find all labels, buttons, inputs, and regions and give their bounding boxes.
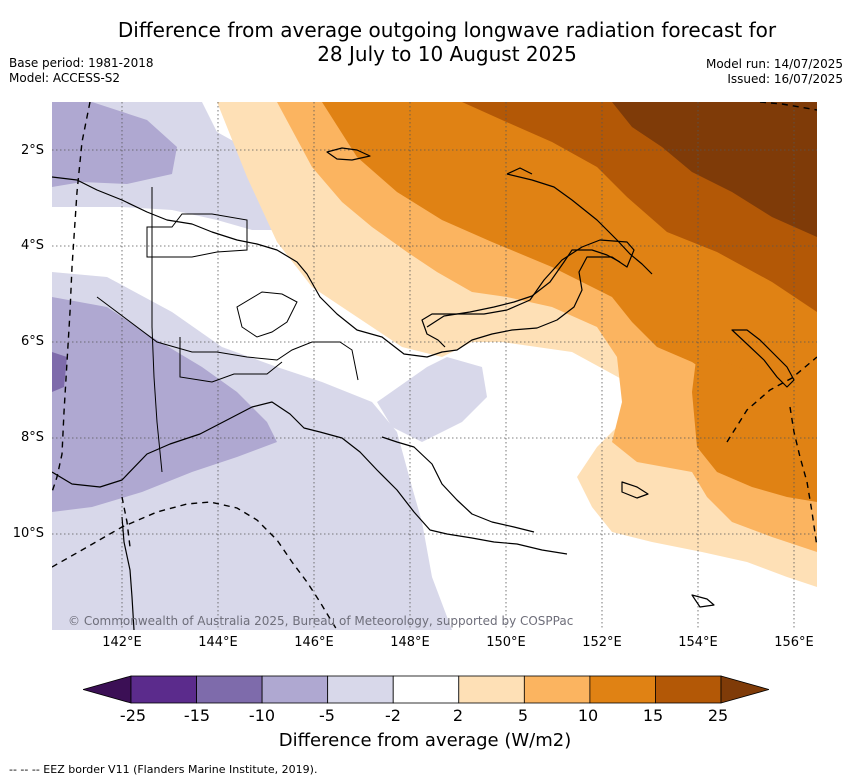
lat-tick-6s: 6°S bbox=[20, 334, 44, 349]
region-plus25 bbox=[612, 102, 817, 237]
run-info: Model run: 14/07/2025 Issued: 16/07/2025 bbox=[706, 57, 843, 87]
eez-legend-note: -- -- -- EEZ border V11 (Flanders Marine… bbox=[9, 763, 318, 776]
model-name: Model: ACCESS-S2 bbox=[9, 71, 121, 85]
southeast-peninsula bbox=[381, 436, 535, 533]
map-title: Difference from average outgoing longwav… bbox=[0, 18, 850, 66]
region-minus10-southwest bbox=[52, 297, 277, 512]
model-run-date: Model run: 14/07/2025 bbox=[705, 57, 843, 71]
colorbar-label-10: 10 bbox=[577, 706, 599, 725]
colorbar-swatch bbox=[458, 675, 525, 704]
lon-tick-152e: 152°E bbox=[582, 635, 622, 650]
new-guinea-south-coast bbox=[52, 401, 568, 555]
eez-borders bbox=[52, 102, 817, 630]
colorbar-arrow-high bbox=[720, 675, 771, 704]
colorbar-swatch bbox=[261, 675, 329, 704]
colorbar-label-minus25: -25 bbox=[119, 706, 147, 725]
manus-island bbox=[326, 147, 371, 161]
lat-tick-10s: 10°S bbox=[12, 526, 44, 541]
new-guinea-coast bbox=[52, 176, 635, 358]
coastlines bbox=[52, 147, 795, 630]
copyright-notice: © Commonwealth of Australia 2025, Bureau… bbox=[68, 614, 574, 628]
colorbar-label-25: 25 bbox=[707, 706, 729, 725]
colorbar-swatch bbox=[523, 675, 591, 704]
new-ireland-north bbox=[506, 167, 533, 175]
title-line-1: Difference from average outgoing longwav… bbox=[117, 18, 777, 42]
colorbar-label-minus2: -2 bbox=[385, 706, 401, 725]
lon-tick-146e: 146°E bbox=[294, 635, 334, 650]
colorbar-svg bbox=[81, 675, 771, 704]
colorbar-label-minus10: -10 bbox=[248, 706, 276, 725]
title-line-2: 28 July to 10 August 2025 bbox=[317, 42, 577, 66]
new-ireland-coast bbox=[506, 173, 653, 275]
new-britain-coast bbox=[426, 249, 621, 328]
lon-tick-156e: 156°E bbox=[774, 635, 814, 650]
lon-tick-142e: 142°E bbox=[102, 635, 142, 650]
colorbar-title: Difference from average (W/m2) bbox=[278, 730, 572, 751]
lon-tick-154e: 154°E bbox=[678, 635, 718, 650]
colorbar-label-5: 5 bbox=[517, 706, 529, 725]
lon-gridlines bbox=[121, 102, 795, 630]
torres-strait-coast bbox=[121, 516, 135, 630]
border-lines bbox=[96, 187, 359, 473]
eez-border-northeast bbox=[759, 102, 817, 111]
colorbar-swatch bbox=[130, 675, 197, 704]
indonesia-png-border bbox=[151, 187, 163, 473]
region-minus15-west bbox=[52, 352, 67, 392]
colorbar-label-minus15: -15 bbox=[183, 706, 211, 725]
lat-tick-2s: 2°S bbox=[20, 143, 44, 158]
issued-date: Issued: 16/07/2025 bbox=[727, 72, 843, 86]
region-minus10-northwest bbox=[52, 102, 177, 187]
eez-border-southwest-inner bbox=[121, 496, 131, 548]
lat-tick-4s: 4°S bbox=[20, 238, 44, 253]
colorbar-arrow-low bbox=[81, 675, 132, 704]
eez-border-east bbox=[789, 406, 817, 548]
colorbar-label-2: 2 bbox=[452, 706, 464, 725]
colorbar-swatch bbox=[655, 675, 722, 704]
eez-border-west bbox=[52, 102, 91, 493]
lon-tick-144e: 144°E bbox=[198, 635, 238, 650]
province-border-3 bbox=[179, 337, 283, 383]
region-minus5-central bbox=[377, 357, 487, 442]
eez-border-south bbox=[52, 501, 338, 630]
lat-tick-8s: 8°S bbox=[20, 430, 44, 445]
base-period: Base period: 1981-2018 bbox=[9, 56, 154, 70]
louisiade-islands bbox=[691, 594, 715, 608]
colorbar-swatch bbox=[589, 675, 656, 704]
province-border-1 bbox=[146, 213, 248, 258]
colorbar-label-15: 15 bbox=[642, 706, 664, 725]
colorbar-swatch bbox=[327, 675, 394, 704]
region-plus10-southeast bbox=[692, 352, 817, 502]
model-info: Base period: 1981-2018 Model: ACCESS-S2 bbox=[9, 56, 154, 86]
colorbar-label-minus5: -5 bbox=[319, 706, 335, 725]
bougainville-coast bbox=[731, 329, 795, 388]
lon-tick-148e: 148°E bbox=[390, 635, 430, 650]
lon-tick-150e: 150°E bbox=[486, 635, 526, 650]
colorbar-swatch bbox=[392, 675, 460, 704]
anomaly-map bbox=[52, 102, 817, 630]
eez-border-southeast bbox=[726, 356, 817, 443]
colorbar-swatch bbox=[196, 675, 263, 704]
colorbar bbox=[81, 674, 771, 705]
lat-gridlines bbox=[52, 149, 817, 535]
trobriand-islands bbox=[621, 481, 649, 499]
province-border-4 bbox=[236, 291, 298, 338]
